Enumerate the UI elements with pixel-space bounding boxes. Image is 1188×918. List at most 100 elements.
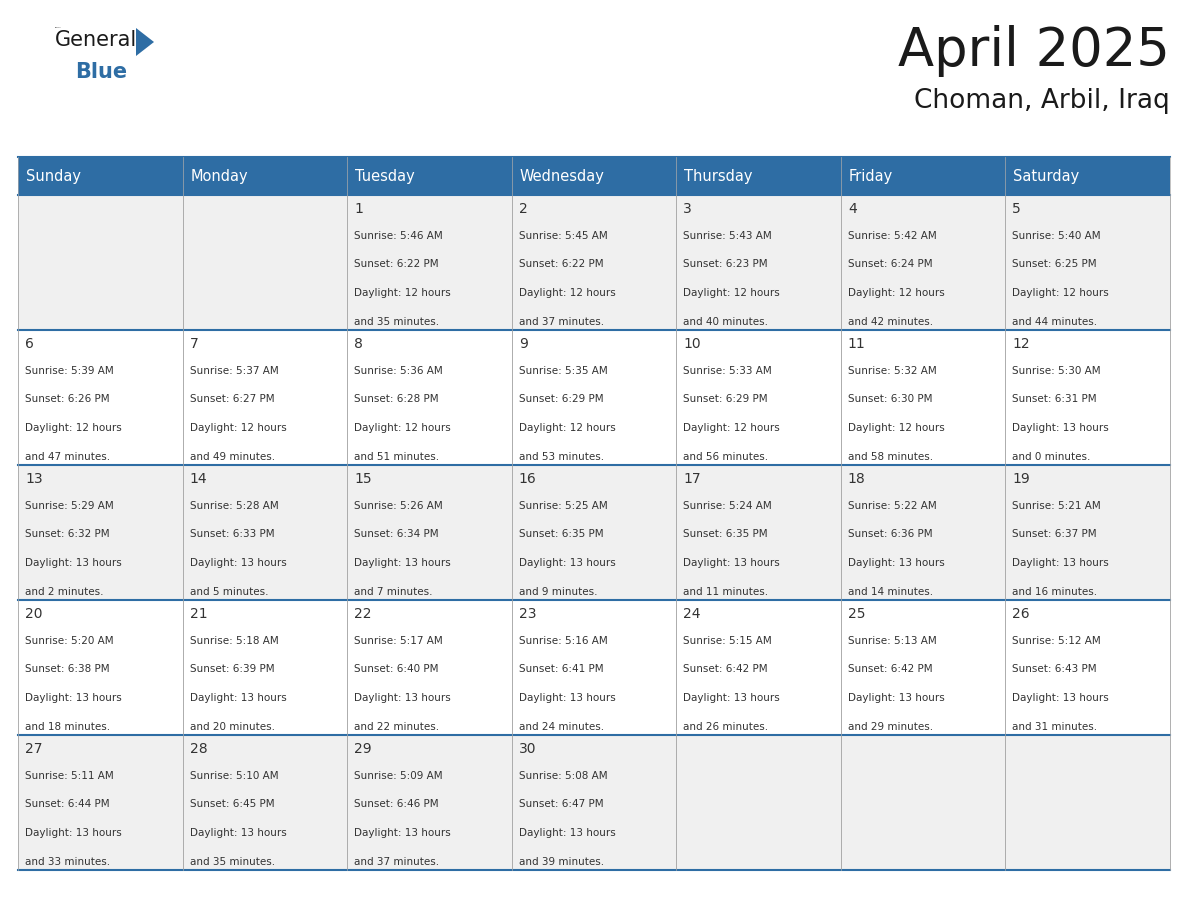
Text: Daylight: 13 hours: Daylight: 13 hours [683, 693, 781, 703]
Text: 17: 17 [683, 472, 701, 486]
Text: Daylight: 13 hours: Daylight: 13 hours [190, 558, 286, 568]
Text: Sunrise: 5:33 AM: Sunrise: 5:33 AM [683, 365, 772, 375]
Text: Sunrise: 5:24 AM: Sunrise: 5:24 AM [683, 500, 772, 510]
Bar [841, 465, 1005, 600]
Text: 1: 1 [354, 202, 364, 216]
Text: Sunrise: 5:43 AM: Sunrise: 5:43 AM [683, 230, 772, 241]
Text: Daylight: 13 hours: Daylight: 13 hours [354, 828, 451, 838]
Text: Sunrise: 5:13 AM: Sunrise: 5:13 AM [848, 636, 936, 645]
Bar [18, 157, 183, 195]
Text: and 9 minutes.: and 9 minutes. [519, 587, 598, 597]
Text: Sunrise: 5:45 AM: Sunrise: 5:45 AM [519, 230, 607, 241]
Text: and 33 minutes.: and 33 minutes. [25, 856, 110, 867]
Text: Sunset: 6:29 PM: Sunset: 6:29 PM [683, 395, 767, 405]
Text: 22: 22 [354, 607, 372, 621]
Text: Daylight: 12 hours: Daylight: 12 hours [25, 423, 121, 433]
Text: Sunset: 6:31 PM: Sunset: 6:31 PM [1012, 395, 1097, 405]
Text: and 26 minutes.: and 26 minutes. [683, 722, 769, 732]
Text: Sunset: 6:23 PM: Sunset: 6:23 PM [683, 260, 767, 270]
Bar [183, 735, 347, 870]
Bar [183, 465, 347, 600]
Text: Sunset: 6:37 PM: Sunset: 6:37 PM [1012, 530, 1097, 540]
Text: Sunset: 6:42 PM: Sunset: 6:42 PM [683, 665, 767, 675]
Text: Sunrise: 5:40 AM: Sunrise: 5:40 AM [1012, 230, 1101, 241]
Text: 4: 4 [848, 202, 857, 216]
Text: Thursday: Thursday [684, 169, 753, 184]
Bar [676, 157, 841, 195]
Text: and 37 minutes.: and 37 minutes. [354, 856, 440, 867]
Text: Sunrise: 5:26 AM: Sunrise: 5:26 AM [354, 500, 443, 510]
Text: Sunrise: 5:16 AM: Sunrise: 5:16 AM [519, 636, 607, 645]
Bar [183, 195, 347, 330]
Bar [841, 735, 1005, 870]
Text: Sunrise: 5:42 AM: Sunrise: 5:42 AM [848, 230, 936, 241]
Text: Daylight: 13 hours: Daylight: 13 hours [354, 558, 451, 568]
Text: Sunset: 6:42 PM: Sunset: 6:42 PM [848, 665, 933, 675]
Text: and 51 minutes.: and 51 minutes. [354, 452, 440, 462]
Text: 27: 27 [25, 742, 43, 756]
Text: and 22 minutes.: and 22 minutes. [354, 722, 440, 732]
Text: Sunrise: 5:21 AM: Sunrise: 5:21 AM [1012, 500, 1101, 510]
Text: 28: 28 [190, 742, 207, 756]
Text: 8: 8 [354, 337, 364, 351]
Text: Daylight: 12 hours: Daylight: 12 hours [683, 288, 781, 298]
Bar [512, 330, 676, 465]
Text: and 0 minutes.: and 0 minutes. [1012, 452, 1091, 462]
Text: Sunset: 6:45 PM: Sunset: 6:45 PM [190, 800, 274, 810]
Text: Daylight: 13 hours: Daylight: 13 hours [683, 558, 781, 568]
Text: 23: 23 [519, 607, 536, 621]
Text: 2: 2 [519, 202, 527, 216]
Text: 13: 13 [25, 472, 43, 486]
Text: Daylight: 13 hours: Daylight: 13 hours [25, 828, 121, 838]
Bar [841, 157, 1005, 195]
Text: and 40 minutes.: and 40 minutes. [683, 317, 769, 327]
Bar [676, 735, 841, 870]
Text: Sunrise: 5:12 AM: Sunrise: 5:12 AM [1012, 636, 1101, 645]
Text: 12: 12 [1012, 337, 1030, 351]
Bar [1005, 735, 1170, 870]
Text: Sunrise: 5:30 AM: Sunrise: 5:30 AM [1012, 365, 1101, 375]
Text: Saturday: Saturday [1013, 169, 1080, 184]
Text: Sunset: 6:29 PM: Sunset: 6:29 PM [519, 395, 604, 405]
Text: Sunrise: 5:46 AM: Sunrise: 5:46 AM [354, 230, 443, 241]
Text: Sunrise: 5:08 AM: Sunrise: 5:08 AM [519, 771, 607, 780]
Text: Daylight: 13 hours: Daylight: 13 hours [25, 693, 121, 703]
Text: Daylight: 12 hours: Daylight: 12 hours [519, 288, 615, 298]
Bar [347, 330, 512, 465]
Text: and 7 minutes.: and 7 minutes. [354, 587, 432, 597]
Text: Daylight: 13 hours: Daylight: 13 hours [519, 693, 615, 703]
Text: Sunday: Sunday [26, 169, 81, 184]
Text: Sunset: 6:32 PM: Sunset: 6:32 PM [25, 530, 109, 540]
Bar [18, 600, 183, 735]
Bar [841, 330, 1005, 465]
Text: and 58 minutes.: and 58 minutes. [848, 452, 933, 462]
Text: Sunset: 6:30 PM: Sunset: 6:30 PM [848, 395, 933, 405]
Text: Daylight: 13 hours: Daylight: 13 hours [519, 558, 615, 568]
Text: Sunrise: 5:10 AM: Sunrise: 5:10 AM [190, 771, 278, 780]
Text: Sunrise: 5:28 AM: Sunrise: 5:28 AM [190, 500, 278, 510]
Bar [347, 195, 512, 330]
Bar [347, 157, 512, 195]
Bar [347, 600, 512, 735]
Text: 14: 14 [190, 472, 207, 486]
Text: Daylight: 12 hours: Daylight: 12 hours [683, 423, 781, 433]
Text: Sunset: 6:44 PM: Sunset: 6:44 PM [25, 800, 109, 810]
Text: and 47 minutes.: and 47 minutes. [25, 452, 110, 462]
Bar [512, 195, 676, 330]
Bar [512, 465, 676, 600]
Text: Sunset: 6:22 PM: Sunset: 6:22 PM [519, 260, 604, 270]
Text: 10: 10 [683, 337, 701, 351]
Bar [676, 330, 841, 465]
Bar [676, 600, 841, 735]
Text: Daylight: 13 hours: Daylight: 13 hours [848, 558, 944, 568]
Bar [18, 735, 183, 870]
Text: 24: 24 [683, 607, 701, 621]
Text: Daylight: 12 hours: Daylight: 12 hours [848, 423, 944, 433]
Bar [841, 600, 1005, 735]
Text: Daylight: 13 hours: Daylight: 13 hours [1012, 558, 1110, 568]
Text: and 2 minutes.: and 2 minutes. [25, 587, 103, 597]
Text: Friday: Friday [849, 169, 893, 184]
Text: Sunset: 6:41 PM: Sunset: 6:41 PM [519, 665, 604, 675]
Text: Sunset: 6:40 PM: Sunset: 6:40 PM [354, 665, 438, 675]
Text: Daylight: 13 hours: Daylight: 13 hours [25, 558, 121, 568]
